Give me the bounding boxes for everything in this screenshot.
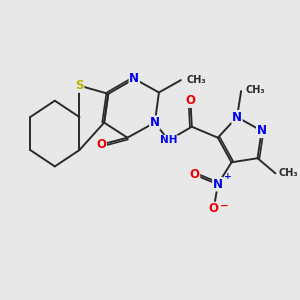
Text: −: − [220, 201, 229, 211]
Text: N: N [129, 72, 139, 85]
Text: S: S [75, 79, 84, 92]
Text: CH₃: CH₃ [245, 85, 265, 95]
Text: +: + [224, 172, 232, 181]
Text: O: O [190, 168, 200, 181]
Text: N: N [150, 116, 160, 129]
Text: N: N [213, 178, 223, 191]
Text: NH: NH [160, 135, 177, 146]
Text: N: N [257, 124, 267, 137]
Text: CH₃: CH₃ [186, 75, 206, 85]
Text: O: O [185, 94, 195, 107]
Text: O: O [96, 138, 106, 151]
Text: N: N [232, 111, 242, 124]
Text: CH₃: CH₃ [279, 168, 298, 178]
Text: O: O [209, 202, 219, 215]
